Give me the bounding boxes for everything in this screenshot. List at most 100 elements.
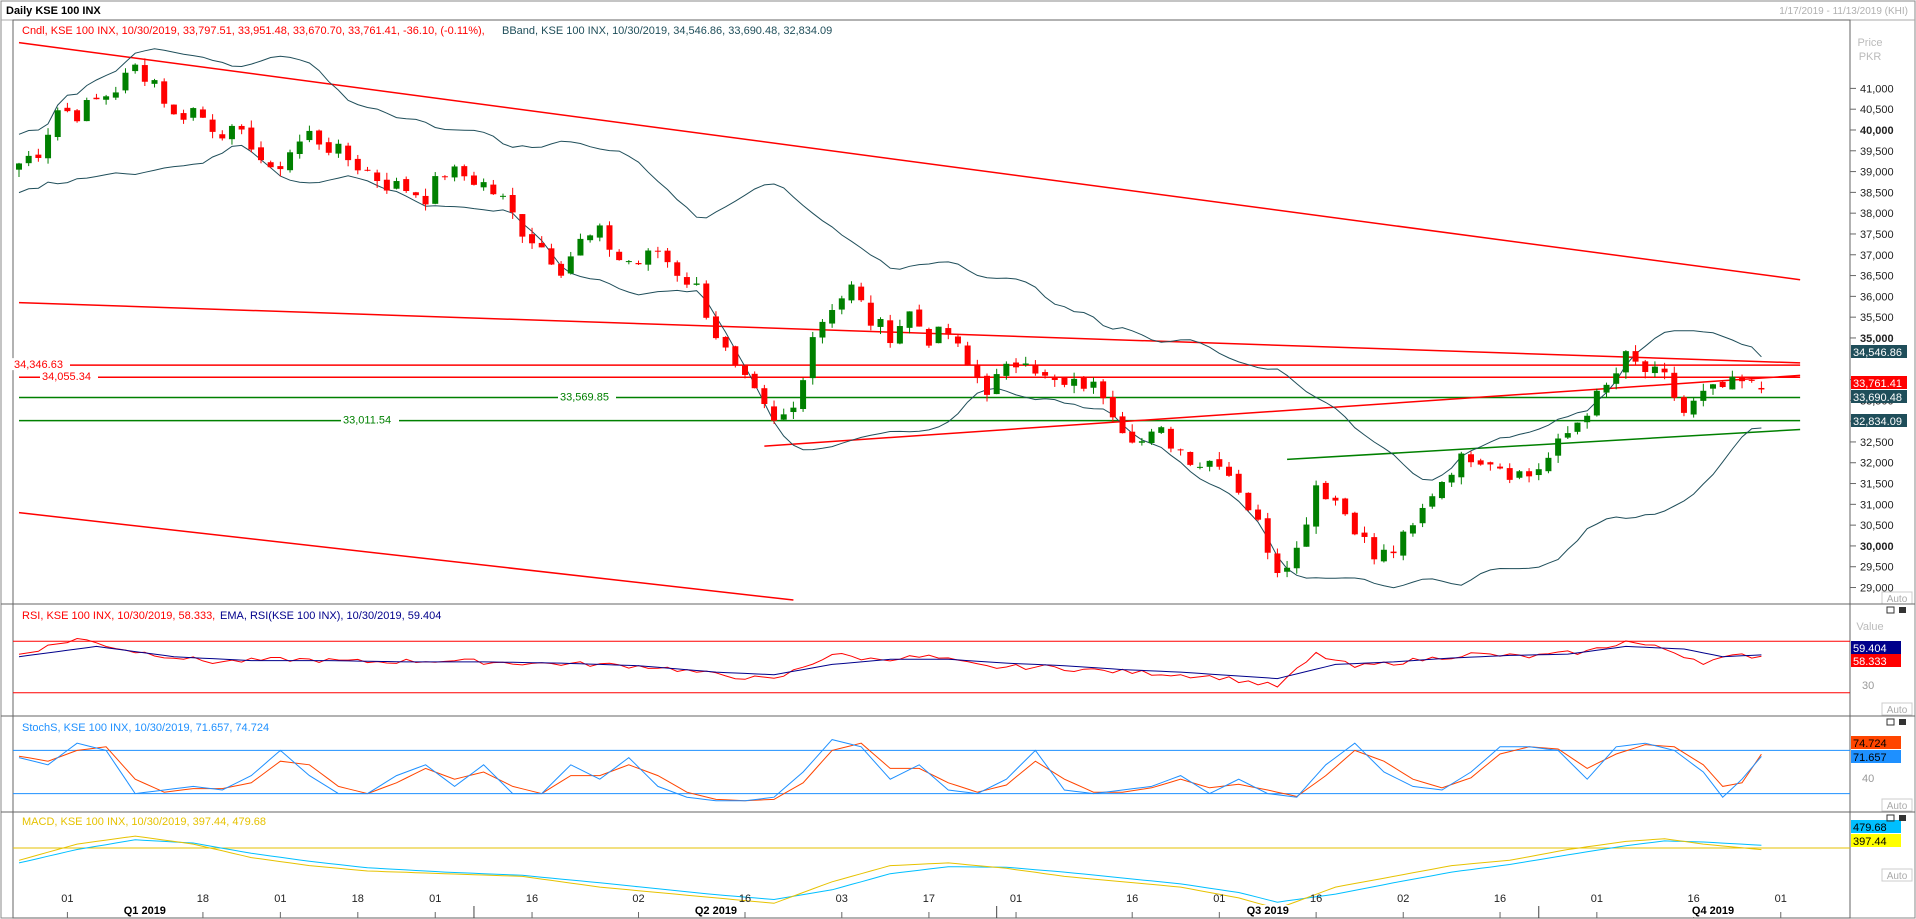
price-flag <box>1851 376 1907 389</box>
candle-body <box>151 80 158 84</box>
candle <box>74 109 81 123</box>
candle <box>867 295 874 331</box>
candle <box>935 326 942 344</box>
price-pane: Cndl, KSE 100 INX, 10/30/2019, 33,797.51… <box>12 19 1913 605</box>
rsi-pane-close-button[interactable] <box>1899 719 1906 725</box>
candle-body <box>1138 441 1145 443</box>
candle <box>451 164 458 182</box>
candle <box>625 259 632 265</box>
candle-body <box>83 100 90 122</box>
candle-body <box>1042 372 1049 376</box>
candle-body <box>742 365 748 375</box>
candle-body <box>316 130 323 145</box>
rsi-line <box>18 637 1762 688</box>
level-label-bg <box>341 413 399 426</box>
candle <box>1090 377 1097 394</box>
candle <box>877 317 884 335</box>
candle-body <box>1177 449 1184 451</box>
candle-body <box>625 261 632 263</box>
stoch-auto-label[interactable]: Auto <box>1887 801 1908 812</box>
y-tick-label: 31,000 <box>1860 499 1894 511</box>
candle <box>1671 366 1678 401</box>
candle-body <box>238 125 245 130</box>
candle <box>858 282 865 303</box>
candle-body <box>1758 387 1765 390</box>
candle <box>54 107 61 141</box>
candle-body <box>654 250 661 252</box>
rsi-ema-legend: EMA, RSI(KSE 100 INX), 10/30/2019, 59.40… <box>220 610 441 622</box>
candle <box>258 141 264 164</box>
candle-body <box>1584 415 1591 423</box>
macd-auto-label[interactable]: Auto <box>1887 871 1908 882</box>
candle-body <box>954 336 961 344</box>
stoch-pane-maximize-button[interactable] <box>1886 814 1895 822</box>
candle <box>83 97 90 122</box>
candle <box>674 260 681 282</box>
price-flag-label: 32,834.09 <box>1853 416 1902 428</box>
candle-body <box>1477 460 1484 465</box>
stoch-pane-close-button[interactable] <box>1899 815 1906 821</box>
candle <box>1129 424 1136 444</box>
candle <box>1555 433 1562 463</box>
candle <box>1119 411 1126 434</box>
y-tick-label: 32,000 <box>1860 458 1894 470</box>
candle <box>645 248 652 271</box>
candle-body <box>1603 384 1610 393</box>
candle <box>1642 359 1649 379</box>
candle <box>1061 377 1068 388</box>
candle <box>219 130 226 141</box>
candle <box>1080 376 1087 392</box>
bband-upper <box>18 48 1762 481</box>
candle <box>287 149 294 173</box>
candle <box>345 142 352 167</box>
rsi-auto-label[interactable]: Auto <box>1887 705 1908 716</box>
price-flag <box>1851 414 1907 427</box>
price-auto-label[interactable]: Auto <box>1887 594 1908 605</box>
trendline <box>18 511 794 601</box>
candle-body <box>1468 454 1474 463</box>
price-axis-unit: PKR <box>1859 51 1882 63</box>
candle-body <box>1022 363 1029 365</box>
candle <box>1719 380 1726 388</box>
macd-flag-label: 397.44 <box>1853 836 1887 848</box>
candle-body <box>1322 482 1329 500</box>
candle-body <box>887 320 894 344</box>
y-tick-label: 30,000 <box>1860 541 1894 553</box>
candle-body <box>1100 381 1107 399</box>
candle-body <box>1013 362 1020 368</box>
candle <box>693 277 700 286</box>
candle-body <box>132 64 139 72</box>
price-pane-maximize-button[interactable] <box>1886 606 1895 614</box>
candle <box>925 327 932 348</box>
candle-body <box>1545 457 1552 472</box>
price-flag-label: 34,546.86 <box>1853 347 1902 359</box>
candle <box>1226 461 1232 477</box>
candle <box>664 247 671 268</box>
candle <box>403 176 410 193</box>
candle <box>1293 541 1300 574</box>
candle-body <box>1613 373 1620 384</box>
candle <box>480 178 487 191</box>
candle <box>567 251 574 275</box>
candle <box>500 193 506 200</box>
candle-body <box>1710 384 1716 389</box>
candle <box>548 243 555 265</box>
candle-body <box>800 380 807 409</box>
candle <box>422 188 429 211</box>
price-pane-close-button[interactable] <box>1899 607 1906 613</box>
candle-body <box>403 179 410 191</box>
candle-body <box>529 234 536 244</box>
candle <box>1071 372 1078 394</box>
y-tick-label: 41,000 <box>1860 83 1894 95</box>
candle <box>1158 425 1165 434</box>
candle <box>393 177 400 190</box>
candle-body <box>1245 492 1252 511</box>
rsi-tick-label: 30 <box>1862 680 1874 692</box>
candle <box>151 78 158 88</box>
candle <box>1351 511 1358 536</box>
candle-body <box>925 328 932 346</box>
rsi-pane-maximize-button[interactable] <box>1886 718 1895 726</box>
stoch-flag-label: 71.657 <box>1853 752 1887 764</box>
candle-body <box>170 104 177 115</box>
y-tick-label: 32,500 <box>1860 437 1894 449</box>
